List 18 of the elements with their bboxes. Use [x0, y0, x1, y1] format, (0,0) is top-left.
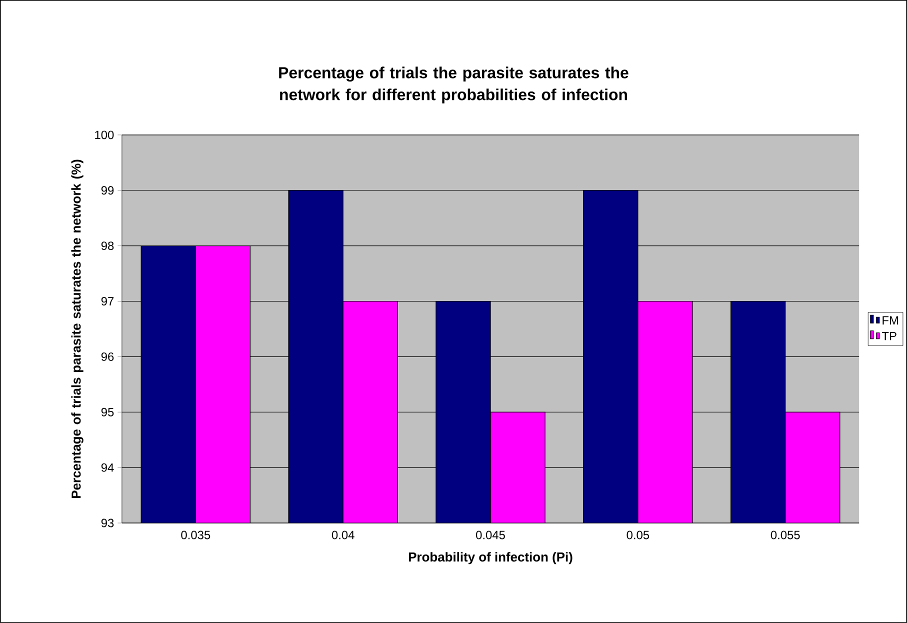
- y-tick-label: 96: [101, 352, 114, 361]
- y-tick-label: 93: [101, 518, 114, 528]
- x-tick-label: 0.035: [181, 530, 210, 540]
- x-tick-label: 0.055: [770, 530, 800, 540]
- legend-label: TP: [882, 332, 896, 340]
- x-tick-label: 0.045: [476, 530, 505, 540]
- chart-title: Percentage of trials the parasite saturates the network for different probabilities of infection: [279, 66, 628, 104]
- y-tick-label: 100: [95, 130, 114, 140]
- y-tick-label: 97: [101, 297, 114, 306]
- y-axis-title: Percentage of trials parasite saturates the network (%): [71, 160, 84, 498]
- legend-label: FM: [882, 316, 898, 325]
- y-tick-label: 98: [101, 242, 114, 250]
- x-tick-label: 0.05: [626, 530, 650, 540]
- y-tick-label: 94: [101, 463, 114, 472]
- x-tick-label: 0.04: [332, 530, 354, 540]
- x-axis-title: Probability of infection (Pi): [408, 552, 572, 564]
- y-tick-label: 99: [101, 186, 114, 195]
- y-tick-label: 95: [101, 408, 114, 416]
